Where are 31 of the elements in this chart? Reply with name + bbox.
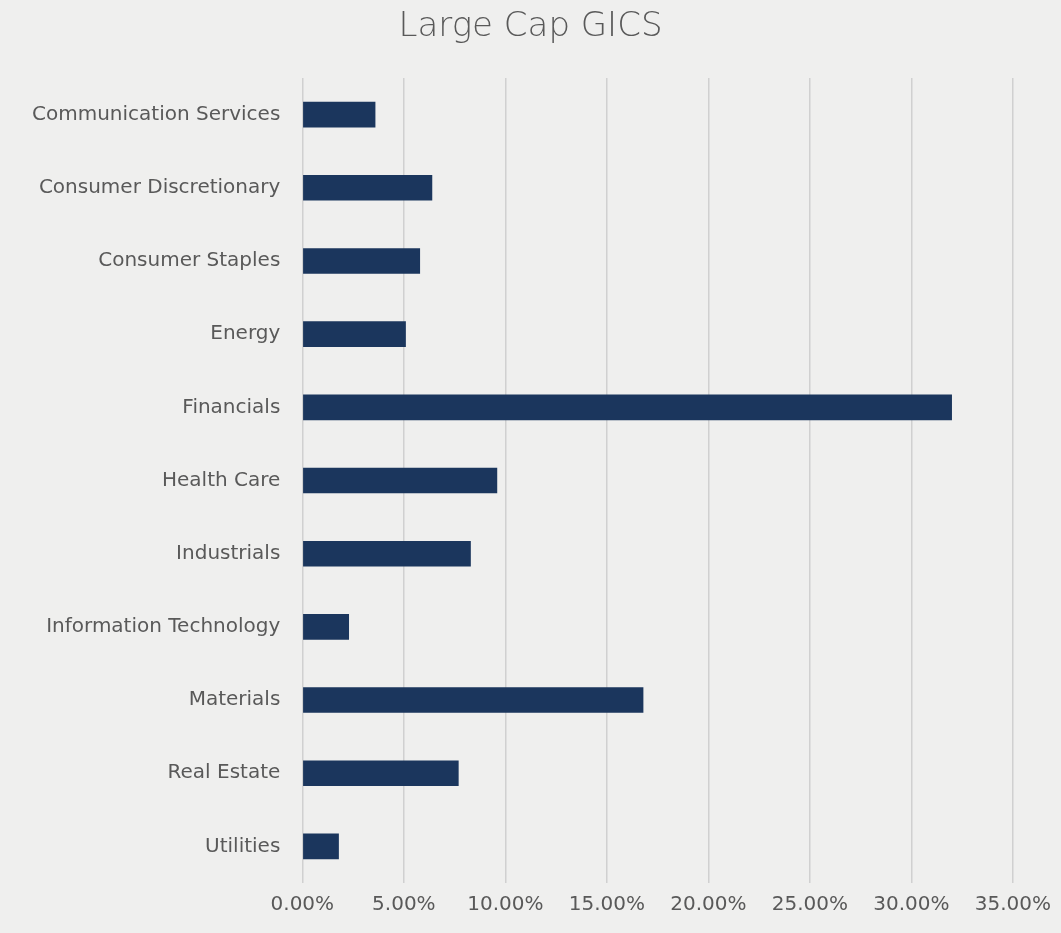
y-tick-label: Materials [188,686,281,711]
y-tick-label: Real Estate [167,759,281,784]
y-tick-label: Communication Services [31,100,281,125]
bar [303,760,459,787]
y-tick-label: Consumer Staples [98,247,281,272]
bar [303,248,421,274]
x-tick-label: 20.00% [670,891,747,916]
x-tick-label: 0.00% [270,891,335,916]
x-tick-label: 5.00% [372,891,436,916]
bar [303,540,471,567]
y-tick-label: Industrials [176,539,281,564]
y-tick-label: Financials [182,393,281,418]
bar [303,833,339,860]
x-tick-label: 30.00% [873,891,950,916]
y-tick-label: Information Technology [46,613,281,638]
y-tick-label: Energy [210,320,281,345]
bar [303,394,952,421]
bar [303,467,498,494]
x-tick-label: 15.00% [568,891,645,916]
y-tick-label: Consumer Discretionary [38,173,281,198]
bar [303,614,350,640]
x-tick-label: 10.00% [467,891,544,916]
bar [303,174,433,201]
y-tick-label: Health Care [161,466,281,491]
bar [303,101,376,128]
x-tick-label: 35.00% [974,891,1051,916]
chart-title: Large Cap GICS [397,4,664,44]
y-tick-label: Utilities [205,832,281,857]
bar [303,687,644,713]
x-tick-label: 25.00% [771,891,848,916]
bar [303,321,406,347]
